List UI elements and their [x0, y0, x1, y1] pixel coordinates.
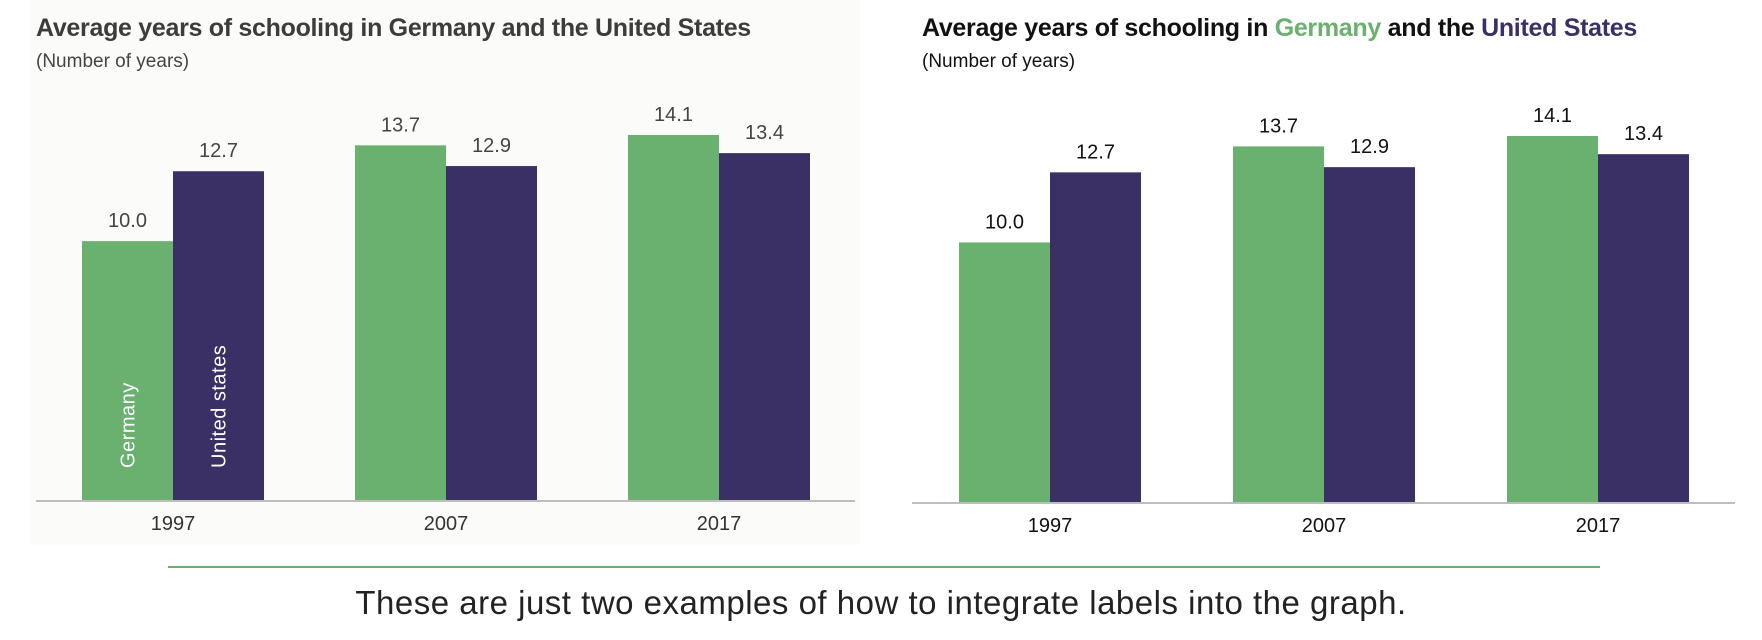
bar-germany-2017 [1507, 136, 1598, 502]
data-label-us-1997: 12.7 [199, 140, 238, 162]
title-germany-word: Germany [1274, 14, 1382, 42]
data-label-germany-2017: 14.1 [1533, 105, 1572, 127]
bar-us-2017 [719, 153, 810, 501]
title-middle: and the [1380, 14, 1482, 42]
x-tick-label-1997: 1997 [1028, 515, 1073, 537]
data-label-germany-1997: 10.0 [108, 210, 147, 232]
data-label-us-2007: 12.9 [1350, 136, 1389, 158]
data-label-us-2007: 12.9 [472, 135, 511, 157]
bar-us-2007 [1324, 167, 1415, 503]
x-tick-label-2007: 2007 [424, 513, 469, 535]
right-chart-title: Average years of schooling in Germany an… [922, 14, 1637, 43]
right-chart-subtitle: (Number of years) [922, 51, 1076, 72]
caption-text: These are just two examples of how to in… [355, 584, 1407, 621]
caption-divider [168, 566, 1600, 568]
bar-us-2007 [446, 166, 537, 500]
right-bar-chart: 10.0 12.7 1997 13.7 12.9 2007 14.1 13.4 2017 [912, 105, 1735, 537]
x-tick-label-1997: 1997 [151, 513, 196, 535]
x-tick-label-2017: 2017 [1576, 515, 1621, 537]
right-chart-panel: Average years of schooling in Germany an… [880, 0, 1762, 545]
bar-germany-2007 [355, 145, 446, 500]
left-bar-chart: 10.0 12.7 1997 13.7 12.9 2007 14.1 13.4 2017 Germ… [36, 104, 855, 535]
bar-us-1997 [173, 171, 264, 500]
bar-germany-1997 [959, 242, 1050, 502]
bar-us-2017 [1598, 154, 1689, 502]
data-label-us-1997: 12.7 [1076, 141, 1115, 163]
data-label-germany-2017: 14.1 [654, 104, 693, 126]
data-label-us-2017: 13.4 [745, 122, 784, 144]
title-us-word: United States [1481, 14, 1637, 42]
bar-germany-2007 [1233, 146, 1324, 502]
inline-label-germany: Germany [118, 382, 140, 468]
data-label-germany-2007: 13.7 [1259, 115, 1298, 137]
left-chart-panel: Average years of schooling in Germany an… [0, 0, 880, 545]
bar-germany-1997 [82, 241, 173, 500]
bar-germany-2017 [628, 135, 719, 500]
x-tick-label-2007: 2007 [1302, 515, 1347, 537]
data-label-us-2017: 13.4 [1624, 123, 1663, 145]
data-label-germany-1997: 10.0 [985, 211, 1024, 233]
title-prefix: Average years of schooling in [922, 14, 1275, 42]
x-tick-label-2017: 2017 [697, 513, 742, 535]
inline-label-us: United states [209, 345, 231, 468]
left-chart-title: Average years of schooling in Germany an… [36, 14, 751, 42]
data-label-germany-2007: 13.7 [381, 114, 420, 136]
left-chart-subtitle: (Number of years) [36, 51, 190, 72]
bar-us-1997 [1050, 172, 1141, 502]
